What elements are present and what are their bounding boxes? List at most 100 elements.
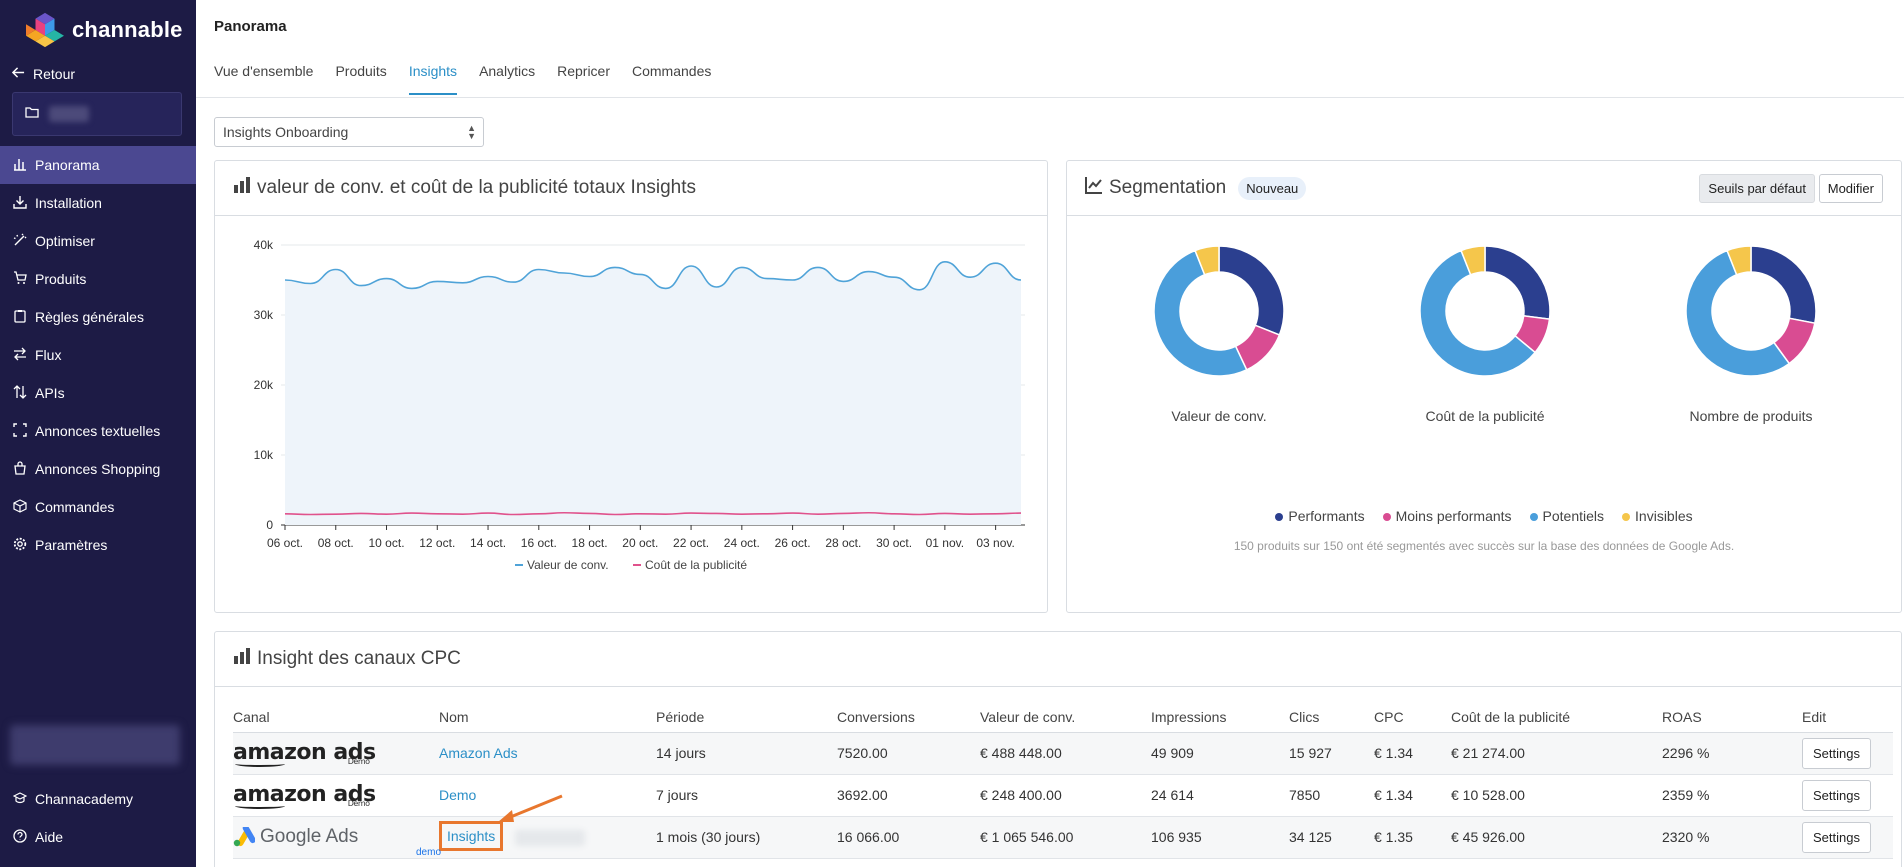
y-tick-label: 40k xyxy=(254,238,274,252)
google-ads-logo: Google Ads demo xyxy=(233,826,441,858)
donut-slice xyxy=(1460,245,1486,276)
card-header: Insight des canaux CPC xyxy=(215,632,1901,687)
legend-potentiels[interactable]: Potentiels xyxy=(1529,508,1604,524)
cout-cell: € 45 926.00 xyxy=(1451,816,1662,859)
sidebar-item-panorama[interactable]: Panorama xyxy=(0,146,196,184)
valeur-cell: € 248 400.00 xyxy=(980,774,1151,817)
clipboard-icon xyxy=(13,309,27,326)
channable-logo-icon xyxy=(26,12,64,48)
cpc-cell: € 1.34 xyxy=(1374,732,1451,775)
x-tick-label: 30 oct. xyxy=(876,536,912,550)
sidebar-item-regles[interactable]: Règles générales xyxy=(0,298,196,336)
shopping-bag-icon xyxy=(13,460,27,478)
brand-name: channable xyxy=(72,17,183,42)
sidebar-item-annonces-textuelles[interactable]: Annonces textuelles xyxy=(0,412,196,450)
legend-moins-performants[interactable]: Moins performants xyxy=(1382,508,1512,524)
col-roas[interactable]: ROAS xyxy=(1662,702,1802,733)
sidebar-item-label: Annonces textuelles xyxy=(35,423,161,439)
donut-slice xyxy=(1685,249,1791,377)
sidebar-item-label: Paramètres xyxy=(35,537,108,553)
col-nom[interactable]: Nom xyxy=(439,702,656,733)
col-valeur[interactable]: Valeur de conv. xyxy=(980,702,1151,733)
donut-slice xyxy=(1419,249,1537,377)
x-tick-label: 28 oct. xyxy=(825,536,861,550)
donut-chart xyxy=(1419,245,1551,377)
google-ads-icon xyxy=(233,827,255,847)
tab-commandes[interactable]: Commandes xyxy=(632,63,712,79)
user-account-blurred[interactable] xyxy=(10,725,180,765)
sidebar-item-aide[interactable]: Aide xyxy=(0,818,196,856)
edit-button[interactable]: Modifier xyxy=(1818,174,1883,203)
sidebar-item-annonces-shopping[interactable]: Annonces Shopping xyxy=(0,450,196,488)
sidebar-item-channacademy[interactable]: Channacademy xyxy=(0,780,196,818)
channel-name-link[interactable]: Amazon Ads xyxy=(439,745,518,761)
donut-slice xyxy=(1153,249,1248,377)
sidebar-item-flux[interactable]: Flux xyxy=(0,336,196,374)
tab-vue-ensemble[interactable]: Vue d'ensemble xyxy=(214,63,314,79)
insights-select[interactable]: Insights Onboarding ▲ ▼ xyxy=(214,117,484,147)
donut-slice xyxy=(1726,245,1752,276)
settings-button[interactable]: Settings xyxy=(1802,821,1871,853)
col-periode[interactable]: Période xyxy=(656,702,837,733)
conversion-chart-card: valeur de conv. et coût de la publicité … xyxy=(214,160,1048,613)
donut-label: Coût de la publicité xyxy=(1425,408,1545,424)
table-header-row: Canal Nom Période Conversions Valeur de … xyxy=(233,702,1893,733)
gear-icon xyxy=(13,537,27,554)
sidebar-item-apis[interactable]: APIs xyxy=(0,374,196,412)
legend-performants[interactable]: Performants xyxy=(1275,508,1365,524)
tab-analytics[interactable]: Analytics xyxy=(479,63,536,79)
periode-cell: 7 jours xyxy=(656,774,837,817)
channel-name-link[interactable]: Demo xyxy=(439,787,477,803)
sidebar-item-optimiser[interactable]: Optimiser xyxy=(0,222,196,260)
channel-name-link[interactable]: Insights xyxy=(439,821,504,852)
roas-cell: 2320 % xyxy=(1662,816,1802,859)
series-line xyxy=(284,260,1022,291)
tab-insights[interactable]: Insights xyxy=(408,63,458,95)
sidebar-item-parametres[interactable]: Paramètres xyxy=(0,526,196,564)
sidebar-item-label: Optimiser xyxy=(35,233,95,249)
sidebar-item-label: Commandes xyxy=(35,499,115,515)
impressions-cell: 24 614 xyxy=(1151,774,1289,817)
sidebar-item-commandes[interactable]: Commandes xyxy=(0,488,196,526)
col-cout[interactable]: Coût de la publicité xyxy=(1451,702,1662,733)
sidebar-item-produits[interactable]: Produits xyxy=(0,260,196,298)
periode-cell: 1 mois (30 jours) xyxy=(656,816,837,859)
page-header: Panorama Vue d'ensemble Produits Insight… xyxy=(196,0,1904,98)
x-tick-label: 03 nov. xyxy=(976,536,1014,550)
tab-repricer[interactable]: Repricer xyxy=(557,63,610,79)
donut-slice xyxy=(1484,245,1551,320)
col-clics[interactable]: Clics xyxy=(1289,702,1374,733)
x-tick-label: 12 oct. xyxy=(419,536,455,550)
graduation-cap-icon xyxy=(12,791,28,808)
amazon-ads-logo: amazon ads Demo xyxy=(233,740,376,767)
col-cpc[interactable]: CPC xyxy=(1374,702,1451,733)
legend-invisibles[interactable]: Invisibles xyxy=(1622,508,1693,524)
col-edit: Edit xyxy=(1802,702,1893,733)
roas-cell: 2359 % xyxy=(1662,774,1802,817)
project-selector[interactable] xyxy=(12,92,182,136)
cart-icon xyxy=(13,270,27,288)
sidebar-item-installation[interactable]: Installation xyxy=(0,184,196,222)
back-link[interactable]: Retour xyxy=(11,66,75,82)
default-thresholds-button[interactable]: Seuils par défaut xyxy=(1699,174,1815,203)
tab-produits[interactable]: Produits xyxy=(335,63,387,79)
conversions-cell: 16 066.00 xyxy=(837,816,980,859)
settings-button[interactable]: Settings xyxy=(1802,737,1871,769)
x-tick-label: 16 oct. xyxy=(521,536,557,550)
col-impressions[interactable]: Impressions xyxy=(1151,702,1289,733)
settings-button[interactable]: Settings xyxy=(1802,779,1871,811)
amazon-ads-logo: amazon ads Demo xyxy=(233,782,376,809)
page-title: Panorama xyxy=(214,18,287,35)
table-row: Google Ads demo Insights 1 mois (30 jour… xyxy=(233,816,1893,859)
col-conversions[interactable]: Conversions xyxy=(837,702,980,733)
col-canal[interactable]: Canal xyxy=(233,702,439,733)
canal-cell: Google Ads demo xyxy=(233,816,441,859)
donut-chart xyxy=(1685,245,1817,377)
x-tick-label: 08 oct. xyxy=(318,536,354,550)
valeur-cell: € 488 448.00 xyxy=(980,732,1151,775)
annotation-arrow xyxy=(498,794,563,822)
channable-logo[interactable]: channable xyxy=(26,10,183,50)
donut-slice xyxy=(1194,245,1220,276)
canal-cell: amazon ads Demo xyxy=(233,732,439,775)
donut-cout-publicite: Coût de la publicité xyxy=(1385,231,1585,424)
